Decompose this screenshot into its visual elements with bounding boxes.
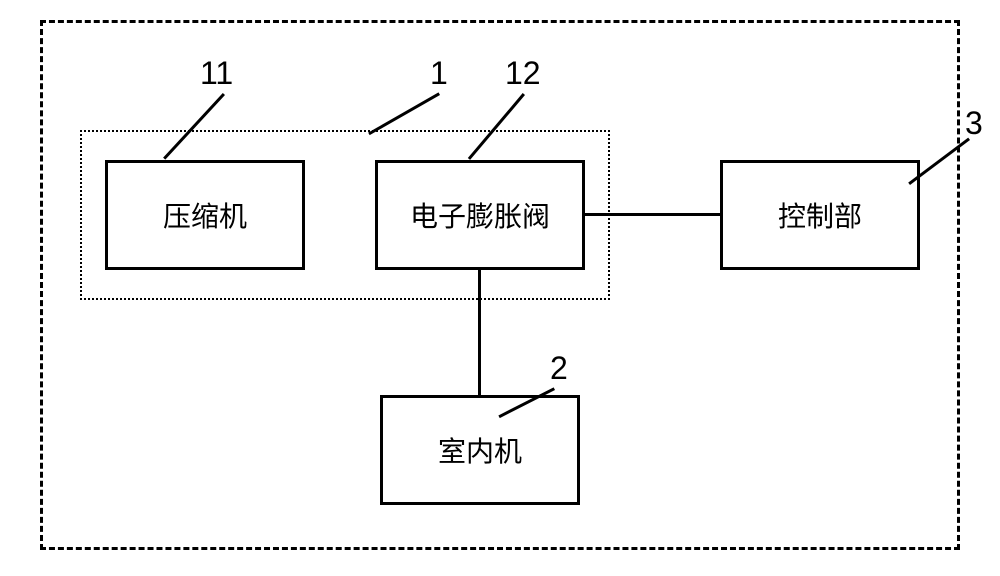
compressor-box: 压缩机	[105, 160, 305, 270]
expansion-valve-label: 电子膨胀阀	[410, 195, 550, 235]
label-11: 11	[200, 55, 233, 92]
connector-valve-controller	[585, 213, 720, 216]
indoor-unit-label: 室内机	[438, 430, 522, 470]
label-2: 2	[550, 350, 568, 387]
indoor-unit-box: 室内机	[380, 395, 580, 505]
connector-valve-indoor	[478, 270, 481, 395]
controller-label: 控制部	[778, 195, 862, 235]
expansion-valve-box: 电子膨胀阀	[375, 160, 585, 270]
compressor-label: 压缩机	[163, 195, 247, 235]
controller-box: 控制部	[720, 160, 920, 270]
label-12: 12	[505, 55, 541, 92]
label-1: 1	[430, 55, 448, 92]
